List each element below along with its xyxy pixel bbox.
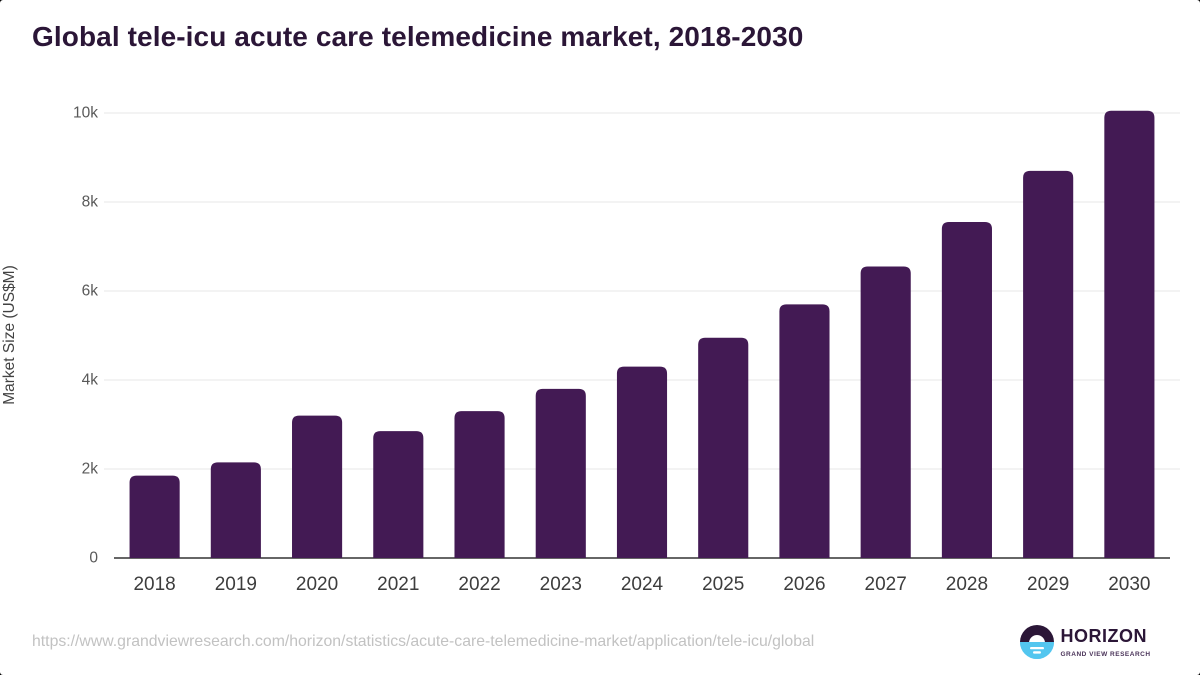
svg-text:2027: 2027 [865, 574, 907, 595]
svg-text:4k: 4k [82, 372, 99, 389]
svg-text:2020: 2020 [296, 574, 338, 595]
svg-text:2021: 2021 [377, 574, 419, 595]
svg-text:2024: 2024 [621, 574, 664, 595]
svg-text:2028: 2028 [946, 574, 988, 595]
svg-text:2018: 2018 [133, 574, 175, 595]
svg-text:2025: 2025 [702, 574, 744, 595]
svg-text:2026: 2026 [783, 574, 825, 595]
svg-text:2k: 2k [82, 461, 99, 478]
svg-text:2022: 2022 [458, 574, 500, 595]
svg-text:10k: 10k [73, 105, 98, 122]
svg-text:2023: 2023 [540, 574, 582, 595]
svg-text:2019: 2019 [215, 574, 257, 595]
svg-text:6k: 6k [82, 283, 99, 300]
svg-text:8k: 8k [82, 194, 99, 211]
svg-text:2030: 2030 [1108, 574, 1150, 595]
svg-text:0: 0 [89, 550, 98, 567]
svg-text:2029: 2029 [1027, 574, 1069, 595]
